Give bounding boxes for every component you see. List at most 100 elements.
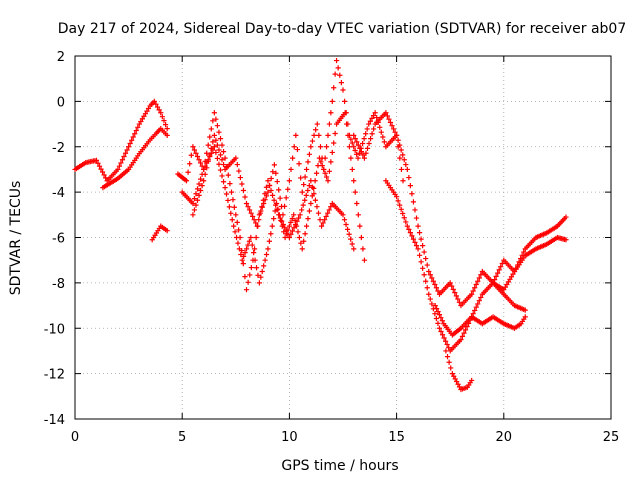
data-point — [321, 166, 327, 173]
data-point — [273, 202, 279, 208]
data-point — [183, 178, 190, 184]
data-point — [115, 166, 121, 173]
data-point — [410, 199, 417, 205]
data-point — [216, 129, 222, 135]
data-point — [317, 217, 323, 223]
data-point — [346, 144, 353, 150]
data-point — [254, 223, 260, 229]
data-point — [404, 223, 410, 229]
data-point — [302, 231, 308, 237]
data-point — [319, 163, 325, 169]
data-point — [308, 144, 314, 150]
data-point — [459, 333, 466, 339]
data-point — [380, 134, 386, 140]
y-tick-label: -14 — [44, 413, 65, 428]
data-point — [301, 238, 307, 244]
data-point — [260, 197, 266, 203]
data-point — [162, 122, 169, 128]
data-point — [242, 274, 248, 280]
data-point — [285, 186, 291, 192]
data-point — [377, 124, 383, 130]
data-point — [253, 265, 260, 271]
data-point — [211, 144, 217, 150]
data-point — [451, 373, 457, 379]
data-point — [432, 302, 438, 309]
data-point — [476, 298, 482, 304]
data-point — [133, 127, 139, 134]
data-point — [434, 305, 440, 312]
data-point — [121, 153, 127, 160]
data-point — [273, 170, 279, 176]
series-track-i — [443, 348, 475, 393]
data-point — [255, 272, 261, 278]
data-point — [354, 139, 360, 145]
data-point — [213, 149, 219, 156]
data-point — [331, 85, 337, 91]
data-point — [291, 225, 297, 231]
data-point — [262, 257, 268, 263]
data-point — [214, 155, 221, 162]
data-point — [153, 101, 159, 107]
data-point — [394, 132, 400, 139]
data-point — [400, 178, 406, 184]
data-point — [305, 215, 311, 222]
data-point — [341, 217, 348, 223]
data-point — [248, 234, 254, 241]
data-point — [213, 116, 219, 122]
data-point — [239, 257, 245, 263]
data-point — [266, 238, 272, 244]
series-track-j — [432, 302, 528, 338]
data-point — [358, 149, 364, 155]
data-point — [101, 172, 107, 178]
data-point — [423, 255, 429, 262]
data-point — [412, 239, 418, 245]
data-point — [127, 140, 133, 147]
data-point — [214, 123, 221, 129]
data-point — [199, 183, 205, 189]
data-point — [246, 238, 252, 244]
data-point — [95, 160, 101, 166]
data-point — [214, 142, 221, 148]
data-point — [355, 212, 361, 218]
data-point — [345, 132, 351, 139]
data-point — [352, 189, 358, 195]
data-point — [311, 191, 317, 197]
data-point — [358, 234, 364, 241]
data-point — [450, 286, 456, 292]
data-point — [309, 184, 315, 190]
data-point — [306, 208, 313, 214]
data-point — [389, 123, 395, 129]
data-point — [226, 204, 232, 210]
data-point — [438, 328, 444, 335]
data-point — [242, 194, 248, 200]
data-point — [316, 155, 323, 161]
data-point — [247, 272, 253, 278]
data-point — [318, 223, 325, 229]
data-point — [188, 152, 194, 158]
data-point — [289, 215, 295, 222]
data-point — [211, 132, 217, 139]
data-point — [522, 314, 528, 320]
data-point — [326, 207, 332, 213]
data-point — [305, 159, 311, 165]
data-point — [222, 184, 228, 191]
data-point — [124, 147, 130, 153]
data-point — [416, 230, 423, 236]
data-point — [99, 169, 106, 175]
data-point — [216, 147, 222, 153]
data-point — [328, 159, 334, 165]
data-point — [478, 272, 484, 278]
data-point — [443, 338, 449, 344]
data-point — [401, 157, 407, 163]
data-point — [205, 158, 211, 164]
series-track-h — [383, 178, 528, 354]
series-track-a — [72, 98, 170, 184]
series-track-g — [351, 110, 569, 309]
data-point — [276, 212, 282, 218]
data-point — [338, 80, 344, 86]
data-point — [311, 132, 317, 139]
data-point — [343, 221, 349, 228]
data-point — [316, 132, 322, 139]
data-point — [360, 140, 366, 147]
data-point — [219, 142, 225, 148]
